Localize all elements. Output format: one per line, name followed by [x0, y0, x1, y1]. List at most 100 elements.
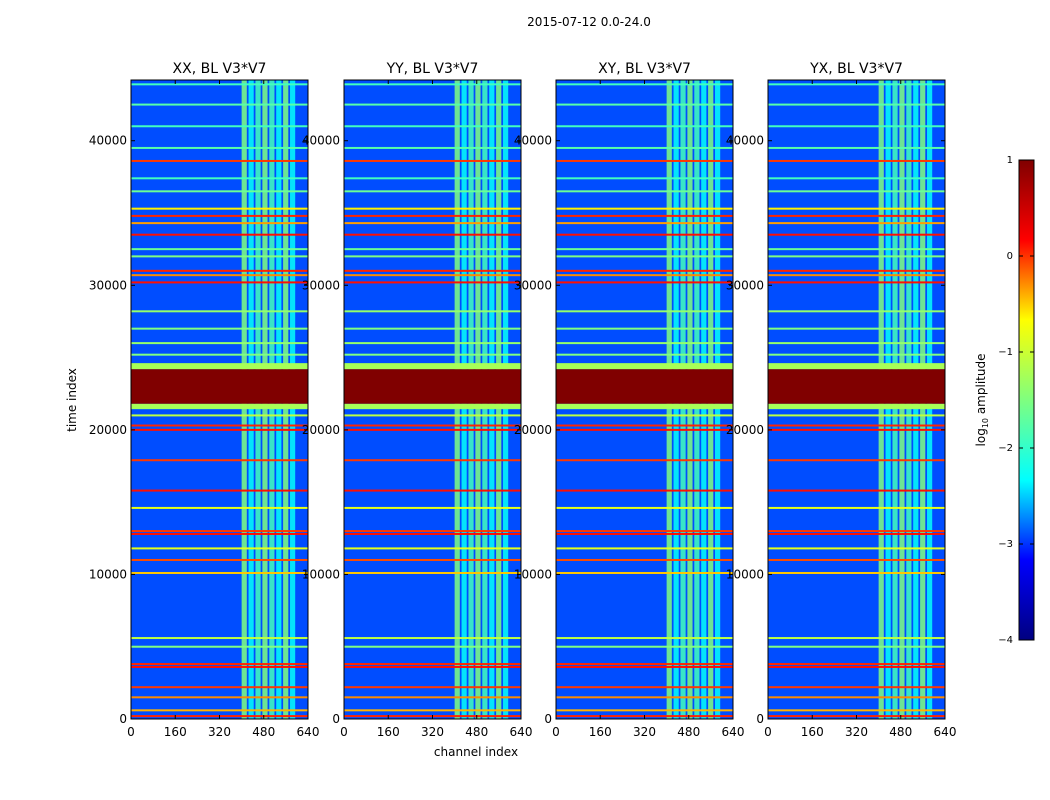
flag-band — [556, 459, 733, 462]
flag-band — [768, 414, 945, 417]
flag-band — [768, 645, 945, 648]
x-tick-label: 480 — [465, 725, 488, 739]
colorbar-label-rest: amplitude — [974, 354, 988, 418]
flag-band — [131, 269, 308, 272]
x-tick-label: 0 — [127, 725, 135, 739]
flag-band — [131, 125, 308, 128]
flag-band — [344, 571, 521, 574]
flag-band — [556, 222, 733, 225]
flag-band — [768, 530, 945, 533]
flag-band — [556, 190, 733, 193]
flag-band — [131, 310, 308, 313]
flag-band — [344, 159, 521, 162]
flag-band — [131, 459, 308, 462]
y-tick-label: 0 — [544, 712, 552, 726]
x-tick-label: 160 — [164, 725, 187, 739]
flag-band — [768, 255, 945, 258]
flag-band — [768, 709, 945, 712]
flag-band — [131, 177, 308, 180]
flag-band — [556, 414, 733, 417]
x-tick-label: 320 — [633, 725, 656, 739]
x-tick-label: 320 — [845, 725, 868, 739]
saturated-edge — [131, 363, 308, 370]
flag-band — [131, 424, 308, 427]
flag-band — [131, 696, 308, 699]
flag-band — [344, 177, 521, 180]
y-tick-label: 40000 — [302, 134, 340, 148]
flag-band — [768, 269, 945, 272]
flag-band — [344, 532, 521, 535]
flag-band — [131, 506, 308, 509]
y-tick-label: 10000 — [89, 567, 127, 581]
flag-band — [131, 428, 308, 431]
flag-band — [131, 414, 308, 417]
flag-band — [768, 274, 945, 277]
colorbar-label-main: log — [974, 428, 988, 446]
flag-band — [556, 159, 733, 162]
flag-band — [556, 310, 733, 313]
panel-title: YX, BL V3*V7 — [809, 61, 903, 77]
flag-band — [556, 424, 733, 427]
flag-band — [768, 125, 945, 128]
flag-band — [344, 665, 521, 668]
flag-band — [344, 207, 521, 210]
saturated-edge — [131, 403, 308, 409]
colorbar-gradient — [1018, 159, 1035, 641]
flag-band — [768, 281, 945, 284]
flag-band — [556, 214, 733, 217]
colorbar-tick-label: 0 — [1007, 251, 1013, 262]
flag-band — [344, 342, 521, 345]
colorbar-label: log10 amplitude — [974, 354, 990, 447]
saturated-edge — [556, 403, 733, 409]
y-tick-label: 10000 — [514, 567, 552, 581]
flag-band — [556, 558, 733, 561]
saturated-edge — [344, 363, 521, 370]
flag-band — [768, 665, 945, 668]
flag-band — [768, 146, 945, 149]
x-tick-label: 640 — [510, 725, 533, 739]
flag-band — [344, 547, 521, 550]
y-tick-label: 30000 — [514, 278, 552, 292]
y-tick-label: 20000 — [89, 423, 127, 437]
flag-band — [556, 233, 733, 236]
y-tick-label: 10000 — [302, 567, 340, 581]
flag-band — [768, 353, 945, 356]
flag-band — [344, 233, 521, 236]
x-tick-label: 640 — [934, 725, 957, 739]
flag-band — [344, 83, 521, 86]
panels-group: XX, BL V3*V7 0 160 320 480 640 0 10000 20000 3000… — [89, 61, 957, 739]
flag-band — [344, 222, 521, 225]
flag-band — [556, 281, 733, 284]
flag-band — [556, 428, 733, 431]
saturated-block — [556, 369, 733, 404]
flag-band — [344, 558, 521, 561]
flag-band — [768, 696, 945, 699]
flag-band — [768, 222, 945, 225]
flag-band — [556, 103, 733, 106]
panel-2: XY, BL V3*V7 0 160 320 480 640 0 10000 20000 3000… — [514, 61, 745, 739]
flag-band — [556, 177, 733, 180]
flag-band — [556, 274, 733, 277]
flag-band — [344, 424, 521, 427]
flag-band — [556, 269, 733, 272]
saturated-block — [131, 369, 308, 404]
flag-band — [344, 125, 521, 128]
y-tick-label: 20000 — [514, 423, 552, 437]
y-tick-label: 10000 — [726, 567, 764, 581]
y-tick-label: 30000 — [302, 278, 340, 292]
flag-band — [344, 637, 521, 640]
flag-band — [556, 709, 733, 712]
flag-band — [131, 558, 308, 561]
flag-band — [768, 424, 945, 427]
flag-band — [768, 686, 945, 689]
flag-band — [768, 637, 945, 640]
flag-band — [344, 459, 521, 462]
saturated-block — [768, 369, 945, 404]
flag-band — [344, 269, 521, 272]
flag-band — [344, 696, 521, 699]
flag-band — [768, 571, 945, 574]
saturated-edge — [556, 363, 733, 370]
x-tick-label: 0 — [340, 725, 348, 739]
flag-band — [556, 146, 733, 149]
